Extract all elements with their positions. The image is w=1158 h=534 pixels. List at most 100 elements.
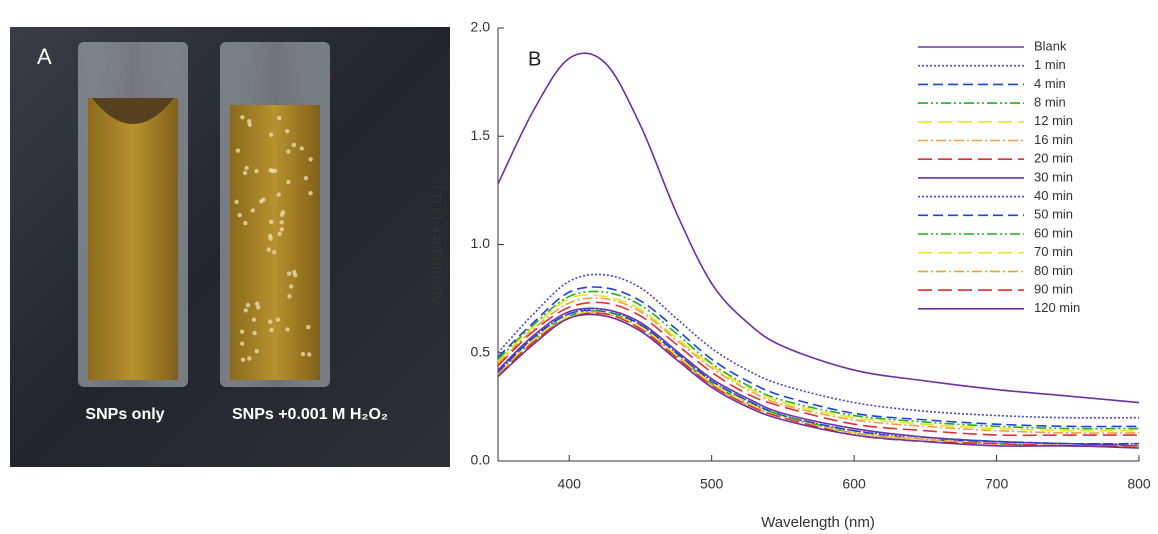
bubble — [244, 165, 249, 171]
caption: SNPs +0.001 M H₂O₂ — [232, 406, 388, 423]
bubble — [279, 227, 285, 232]
bubble — [277, 115, 282, 121]
bubble — [268, 319, 273, 324]
bubble — [267, 233, 273, 239]
x-tick-label: 600 — [842, 476, 866, 492]
bubble — [251, 317, 257, 322]
legend-label: 16 min — [1034, 132, 1073, 147]
bubble — [242, 170, 248, 176]
bubble — [246, 119, 252, 124]
x-tick-label: 700 — [985, 476, 1009, 492]
legend-label: 70 min — [1034, 244, 1073, 259]
bubble — [308, 157, 313, 162]
bubble — [280, 210, 286, 215]
panel-label: A — [37, 44, 52, 69]
data-line — [497, 294, 1140, 432]
legend-label: 8 min — [1034, 95, 1066, 110]
photo-panel: A SNPs only SNPs +0.001 M H₂O₂ — [10, 27, 450, 467]
data-line — [497, 301, 1139, 437]
legend-label: 30 min — [1034, 169, 1073, 184]
bubble — [266, 247, 271, 252]
bubble — [235, 148, 241, 153]
data-line — [497, 297, 1140, 434]
bubble — [254, 168, 259, 174]
data-line — [497, 52, 1140, 404]
bubble — [240, 115, 245, 120]
y-tick-label: 0.0 — [471, 452, 491, 468]
bubble — [243, 220, 248, 226]
legend-label: 40 min — [1034, 188, 1073, 203]
bubble — [237, 212, 242, 218]
legend-label: 90 min — [1034, 282, 1073, 297]
legend-label: 50 min — [1034, 207, 1073, 222]
x-axis-label: Wavelength (nm) — [761, 514, 875, 531]
data-line — [497, 313, 1140, 449]
bubble — [234, 199, 239, 205]
bubble — [270, 168, 275, 174]
bubble — [259, 199, 264, 204]
bubble — [269, 327, 274, 333]
chart: B Wavelength (nm) Absorbance (a.u.) 0.0 0… — [428, 19, 1151, 531]
x-tick-label: 800 — [1127, 476, 1151, 492]
bubble — [299, 146, 304, 151]
bubble — [286, 149, 291, 154]
bubble — [286, 271, 292, 276]
bubble — [240, 357, 246, 362]
bubble — [243, 308, 248, 313]
data-line — [497, 290, 1140, 430]
bubble — [254, 348, 260, 354]
x-tick-label: 400 — [558, 476, 582, 492]
x-tick-label: 500 — [700, 476, 724, 492]
bubble — [254, 301, 260, 306]
panel-label: B — [528, 48, 541, 70]
bubble — [268, 219, 274, 225]
y-tick-label: 1.5 — [471, 127, 491, 143]
bubble — [286, 180, 291, 185]
bubble — [239, 329, 245, 334]
caption: SNPs only — [85, 406, 164, 423]
bubble — [291, 142, 297, 148]
y-tick-label: 0.5 — [471, 343, 491, 359]
bubble — [247, 356, 252, 361]
data-line — [497, 312, 1140, 447]
solution — [230, 105, 320, 380]
y-axis-label: Absorbance (a.u.) — [428, 185, 445, 304]
bubble — [277, 231, 282, 237]
bubble — [268, 132, 274, 137]
bubble — [276, 192, 281, 197]
solution — [88, 98, 178, 380]
bubble — [252, 330, 257, 336]
legend-label: Blank — [1034, 38, 1067, 53]
bubble — [240, 341, 245, 346]
legend-label: 20 min — [1034, 151, 1073, 166]
legend-label: 1 min — [1034, 57, 1066, 72]
bubble — [287, 294, 292, 299]
legend-label: 60 min — [1034, 225, 1073, 240]
bubble — [255, 305, 261, 310]
legend-label: 120 min — [1034, 300, 1080, 315]
bubble — [279, 220, 284, 225]
legend-label: 4 min — [1034, 76, 1066, 91]
bubble — [275, 317, 281, 322]
bubble — [288, 284, 294, 289]
bubble — [285, 128, 290, 134]
bubble — [307, 352, 312, 357]
bubble — [306, 324, 311, 330]
y-tick-label: 1.0 — [471, 235, 491, 251]
bubble — [272, 249, 277, 255]
y-tick-label: 2.0 — [471, 19, 491, 35]
data-line — [497, 309, 1140, 445]
bubble — [300, 351, 306, 357]
legend-label: 80 min — [1034, 263, 1073, 278]
bubble — [292, 269, 297, 275]
data-line — [497, 307, 1140, 445]
bubble — [285, 327, 290, 332]
bubbles — [234, 115, 313, 362]
data-line — [497, 286, 1140, 428]
legend-label: 12 min — [1034, 113, 1073, 128]
bubble — [245, 303, 251, 308]
bubble — [250, 208, 255, 213]
bubble — [303, 175, 309, 181]
meniscus — [92, 98, 174, 124]
